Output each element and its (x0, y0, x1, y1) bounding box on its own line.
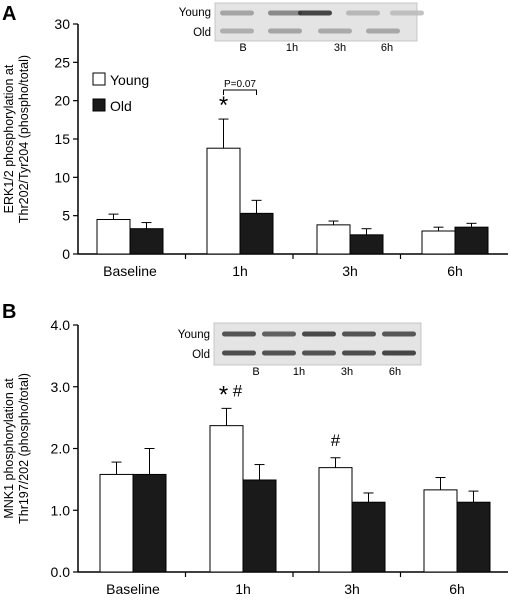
blot-band (318, 28, 352, 34)
blot-lane-label: 6h (381, 42, 393, 54)
bar-old (242, 479, 277, 573)
bar-old (129, 228, 164, 255)
blot-lane-label: B (239, 42, 246, 54)
y-axis-label: MNK1 phosphorylation at (2, 378, 16, 519)
bar-young (318, 467, 353, 573)
panel-b: B MNK1 phosphorylation at Thr197/202 (phos… (2, 301, 508, 597)
y-tick-label: 30 (54, 16, 70, 32)
bar-young (423, 489, 458, 573)
y-tick-label: 25 (54, 54, 70, 70)
bar-old (239, 212, 274, 255)
bar-young (99, 473, 134, 573)
legend-label: Young (110, 72, 149, 88)
blot-band (342, 350, 376, 356)
y-axis-label: ERK1/2 phosphorylation at (2, 64, 16, 213)
bar-young (316, 224, 351, 255)
blot-band (220, 10, 254, 16)
blot-band (222, 331, 256, 337)
y-tick-label: 2.0 (51, 441, 71, 457)
bar-young (206, 147, 241, 255)
panel-letter: A (2, 3, 16, 25)
y-axis-label: Thr197/202 (phospho/total) (17, 373, 31, 524)
blot-lane-label: 3h (341, 366, 353, 378)
x-tick-label: 1h (232, 263, 248, 279)
blot-band (302, 331, 336, 337)
blot-band (262, 350, 296, 356)
blot-row-label: Old (192, 349, 210, 361)
blot-band (268, 10, 302, 16)
y-tick-label: 3.0 (51, 379, 71, 395)
bar-young (209, 425, 244, 573)
blot-band (382, 331, 416, 337)
y-tick-label: 4.0 (51, 317, 71, 333)
legend-swatch (92, 72, 106, 86)
bar-young (421, 230, 456, 255)
annotation-star: * (219, 381, 228, 408)
blot-band (222, 350, 256, 356)
panel-letter: B (2, 301, 16, 323)
blot-band (262, 331, 296, 337)
legend-swatch (92, 98, 106, 112)
blot-lane-label: 1h (293, 366, 305, 378)
x-tick-label: Baseline (106, 581, 160, 597)
annotation-hash: # (233, 381, 243, 400)
blot-band (302, 350, 336, 356)
annotation-star: * (219, 92, 228, 119)
blot-band (298, 10, 332, 16)
blot-band (366, 28, 400, 34)
blot-row-label: Old (193, 27, 211, 39)
blot-band (346, 10, 380, 16)
bar-old (349, 234, 384, 255)
y-axis-label: Thr202/Tyr204 (phospho/total) (17, 55, 31, 223)
blot-lane-label: 1h (286, 42, 298, 54)
bar-old (132, 473, 167, 573)
x-tick-label: 3h (342, 263, 358, 279)
x-tick-label: Baseline (103, 263, 157, 279)
x-tick-label: 6h (447, 263, 463, 279)
legend-label: Old (110, 98, 132, 114)
y-tick-label: 1.0 (51, 502, 71, 518)
y-tick-label: 5 (62, 208, 70, 224)
blot-band (268, 28, 302, 34)
blot-band (342, 331, 376, 337)
x-tick-label: 6h (449, 581, 465, 597)
blot-row-label: Young (179, 7, 211, 19)
blot-band (382, 350, 416, 356)
y-tick-label: 0 (62, 246, 70, 262)
significance-bracket (223, 89, 257, 95)
blot-lane-label: 3h (334, 42, 346, 54)
bar-old (456, 501, 491, 573)
y-tick-label: 15 (54, 131, 70, 147)
panel-a: A ERK1/2 phosphorylation at Thr202/Tyr204 … (2, 2, 508, 279)
y-tick-label: 10 (54, 169, 70, 185)
blot-band (220, 28, 254, 34)
bar-young (96, 219, 131, 255)
x-tick-label: 1h (235, 581, 251, 597)
blot-row-label: Young (178, 329, 210, 341)
bar-old (351, 501, 386, 573)
annotation-p-value: P=0.07 (224, 79, 256, 90)
blot-band (390, 10, 424, 16)
y-tick-label: 0.0 (51, 564, 71, 580)
blot-lane-label: 6h (389, 366, 401, 378)
blot-lane-label: B (252, 366, 259, 378)
x-tick-label: 3h (344, 581, 360, 597)
blot-image (214, 2, 418, 42)
y-tick-label: 20 (54, 93, 70, 109)
bar-old (454, 226, 489, 255)
annotation-hash: # (331, 431, 341, 450)
blot-image (213, 322, 422, 366)
